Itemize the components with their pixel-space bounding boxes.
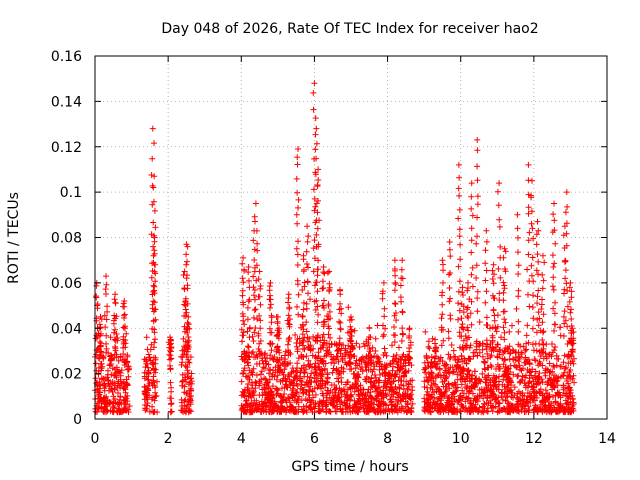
x-tick-label: 10 — [452, 431, 470, 447]
data-points — [92, 80, 578, 416]
x-tick-label: 6 — [310, 431, 319, 447]
y-tick-label: 0.14 — [51, 94, 82, 110]
y-tick-label: 0.16 — [51, 49, 82, 65]
x-tick-label: 2 — [164, 431, 173, 447]
axes: 0 2 4 6 8 10 12 14 0 0.02 0.04 0.06 0.08 0.1 0.12 0.14 0… — [51, 49, 616, 447]
y-tick-label: 0.02 — [51, 367, 82, 383]
x-axis-label: GPS time / hours — [291, 459, 408, 475]
y-tick-label: 0.06 — [51, 276, 82, 292]
x-tick-label: 4 — [237, 431, 246, 447]
y-axis-label: ROTI / TECUs — [6, 192, 22, 284]
y-tick-label: 0 — [73, 412, 82, 428]
x-tick-label: 0 — [91, 431, 100, 447]
x-tick-label: 14 — [598, 431, 616, 447]
y-tick-label: 0.04 — [51, 321, 82, 337]
y-tick-label: 0.08 — [51, 231, 82, 247]
x-tick-label: 12 — [525, 431, 543, 447]
x-tick-label: 8 — [383, 431, 392, 447]
chart-title: Day 048 of 2026, Rate Of TEC Index for r… — [161, 21, 538, 37]
y-tick-label: 0.12 — [51, 140, 82, 156]
scatter-marks — [92, 80, 578, 416]
y-tick-label: 0.1 — [60, 185, 82, 201]
